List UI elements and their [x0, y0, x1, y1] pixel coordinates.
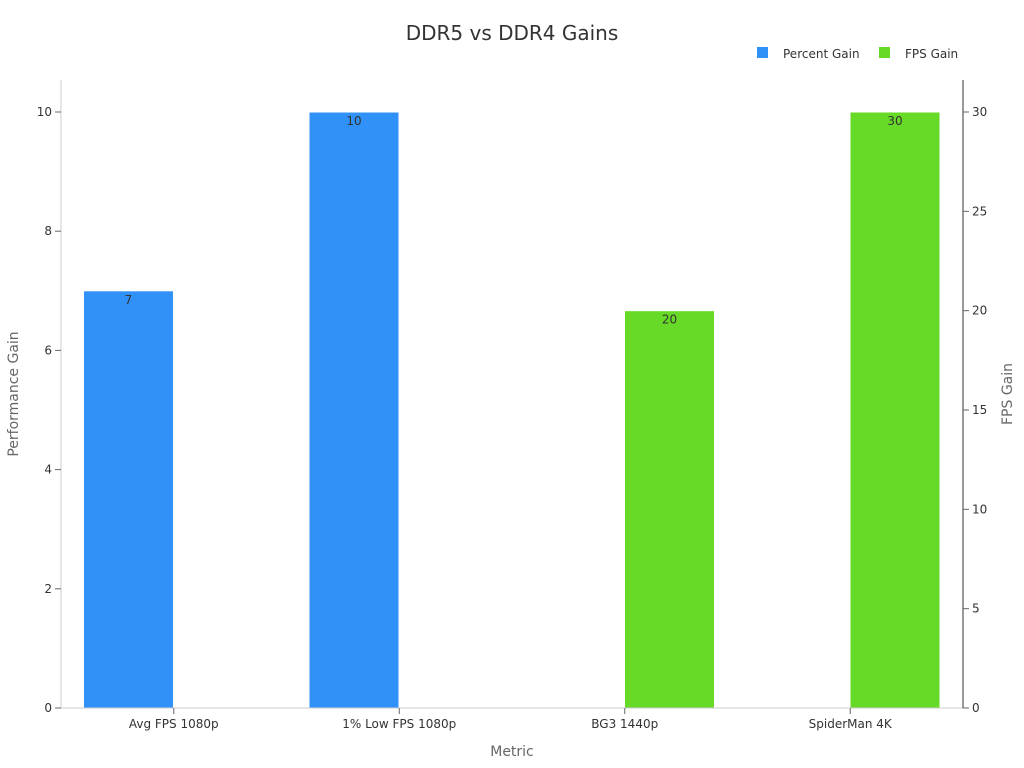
legend-swatch-percent-gain	[757, 47, 768, 58]
legend: Percent Gain FPS Gain	[757, 47, 958, 61]
left-tick-label: 10	[37, 105, 52, 119]
left-tick-label: 8	[44, 224, 52, 238]
x-tick-label-1-low-fps-1080p: 1% Low FPS 1080p	[342, 717, 456, 731]
x-tick-label-avg-fps-1080p: Avg FPS 1080p	[129, 717, 219, 731]
bar-percent-gain-1-low-fps-1080p	[308, 111, 400, 709]
right-tick-label: 0	[972, 701, 980, 715]
legend-label-percent-gain: Percent Gain	[783, 47, 860, 61]
right-tick-label: 25	[972, 204, 987, 218]
left-tick-label: 0	[44, 701, 52, 715]
data-label-percent-gain-avg-fps-1080p: 7	[125, 293, 133, 307]
data-label-fps-gain-spiderman-4k: 30	[887, 114, 902, 128]
right-tick-label: 5	[972, 602, 980, 616]
y-axis-left-title: Performance Gain	[6, 331, 22, 456]
legend-swatch-fps-gain	[879, 47, 890, 58]
left-tick-label: 6	[44, 343, 52, 357]
right-tick-label: 15	[972, 403, 987, 417]
x-tick-label-spiderman-4k: SpiderMan 4K	[809, 717, 893, 731]
left-tick-label: 4	[44, 463, 52, 477]
bar-fps-gain-bg3-1440p	[624, 310, 715, 709]
x-axis-title: Metric	[490, 744, 534, 760]
bar-percent-gain-avg-fps-1080p	[83, 290, 174, 709]
right-tick-label: 10	[972, 502, 987, 516]
x-tick-label-bg3-1440p: BG3 1440p	[591, 717, 658, 731]
left-tick-label: 2	[44, 582, 52, 596]
bar-fps-gain-spiderman-4k	[849, 111, 941, 709]
data-label-percent-gain-1-low-fps-1080p: 10	[346, 114, 361, 128]
right-tick-label: 20	[972, 304, 987, 318]
right-tick-label: 30	[972, 105, 987, 119]
chart-title: DDR5 vs DDR4 Gains	[406, 21, 619, 45]
y-axis-right-title: FPS Gain	[1000, 363, 1016, 425]
left-axis-ticks: 0 2 4 6 8 10	[37, 105, 61, 715]
data-label-fps-gain-bg3-1440p: 20	[662, 313, 677, 327]
bar-labels-group: 7 10 20 30	[125, 114, 903, 327]
bars-group	[83, 111, 941, 709]
right-axis-ticks: 0 5 10 15 20 25 30	[963, 105, 987, 715]
x-axis-ticks: Avg FPS 1080p 1% Low FPS 1080p BG3 1440p Sp…	[129, 708, 893, 731]
legend-label-fps-gain: FPS Gain	[905, 47, 958, 61]
